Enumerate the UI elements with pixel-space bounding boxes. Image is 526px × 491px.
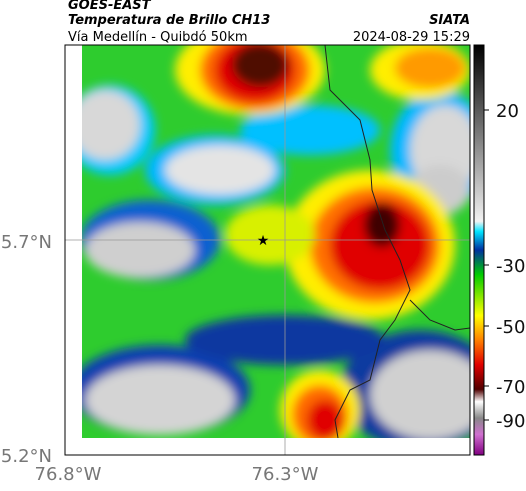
- colorbar-label: -50: [496, 317, 525, 338]
- lon-label: 76.3°W: [252, 464, 319, 485]
- boundary: [409, 299, 470, 331]
- colorbar-label: 20: [496, 101, 519, 122]
- title: GOES-EAST: [68, 0, 152, 13]
- marker-star: ★: [257, 233, 270, 249]
- lat-label: 5.7°N: [1, 232, 52, 253]
- lon-label: 76.8°W: [35, 464, 102, 485]
- lat-label: 5.2°N: [1, 446, 52, 467]
- boundary: [324, 45, 411, 438]
- colorbar-label: -30: [496, 256, 525, 277]
- satellite-image: [82, 45, 470, 438]
- datetime: 2024-08-29 15:29: [353, 30, 470, 45]
- colorbar-label: -70: [496, 377, 525, 398]
- axes-frame: [64, 44, 471, 456]
- subtitle: Temperatura de Brillo CH13: [68, 13, 270, 28]
- source: SIATA: [429, 13, 470, 28]
- location: Vía Medellín - Quibdó 50km: [68, 30, 248, 45]
- colorbar: [473, 44, 485, 456]
- colorbar-label: -90: [496, 411, 525, 432]
